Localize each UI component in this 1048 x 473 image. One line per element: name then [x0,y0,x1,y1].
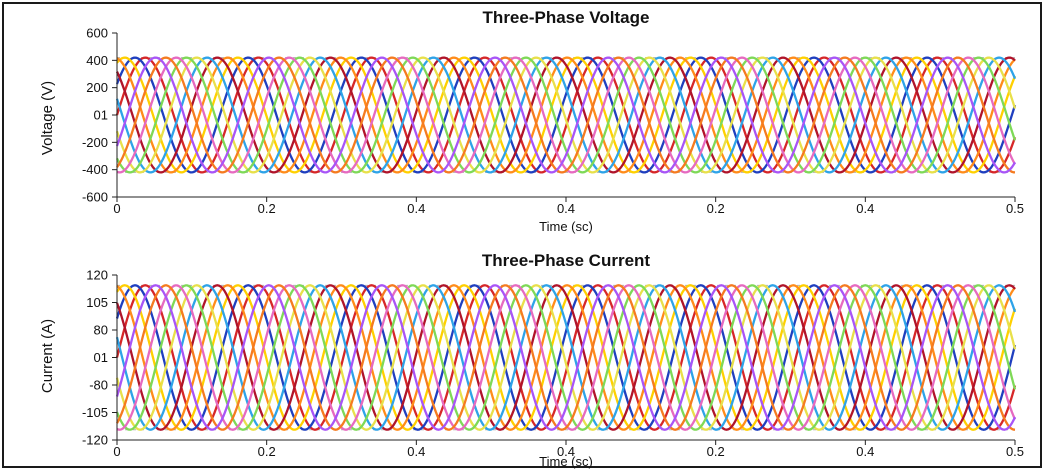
x-axis-label: Time (sc) [539,219,593,234]
series-line-3 [116,284,1017,431]
chart-title: Three-Phase Current [482,251,650,270]
x-tick-label: 0 [113,201,120,216]
y-axis-label: Voltage (V) [39,81,56,155]
series-line-9 [116,56,1016,174]
x-tick-label: 0.4 [557,444,575,459]
current-axes: 120 105 80 01 -80 -105 -120 0 0.2 0.4 0.4 0.2 0.4 0.5 [82,268,1024,460]
chart-frame [2,2,1042,468]
x-tick-label: 0.2 [258,201,276,216]
series-line-9 [116,284,1017,431]
y-tick-label: 01 [94,350,108,365]
series-line-8 [115,284,1017,431]
x-tick-label: 0.4 [856,444,874,459]
y-tick-label: 600 [86,26,108,41]
x-tick-label: 0.2 [707,444,725,459]
series-line-4 [116,284,1016,431]
y-tick-label: -400 [82,162,108,177]
series-line-10 [115,284,1016,431]
y-tick-label: -105 [82,405,108,420]
x-tick-label: 0.4 [856,201,874,216]
chart-title: Three-Phase Voltage [483,8,650,27]
x-tick-label: 0.4 [407,444,425,459]
x-tick-label: 0 [113,444,120,459]
y-tick-label: 400 [86,53,108,68]
voltage-series-group [115,56,1017,174]
y-tick-label: -120 [82,433,108,448]
voltage-axes: 600 400 200 01 -200 -400 -600 0 0.2 0.4 0.4 0.2 0.4 0… [82,26,1024,217]
current-panel: Three-Phase Current Time (sc) Current (A… [39,251,1024,469]
y-tick-label: -600 [82,190,108,205]
y-tick-label: 200 [86,80,108,95]
x-tick-label: 0.2 [258,444,276,459]
voltage-panel: Three-Phase Voltage Time (sc) Voltage (V… [39,8,1024,234]
x-tick-label: 0.4 [557,201,575,216]
y-tick-label: 80 [94,323,108,338]
series-line-4 [116,56,1016,174]
current-series-group [115,284,1017,431]
y-axis-label: Current (A) [39,319,56,393]
y-tick-label: 120 [86,268,108,283]
y-tick-label: -80 [89,378,108,393]
x-axis-label: Time (sc) [539,454,593,469]
series-line-11 [115,56,1016,174]
x-tick-label: 0.5 [1006,201,1024,216]
x-tick-label: 0.5 [1006,444,1024,459]
series-line-10 [116,56,1016,174]
y-tick-label: 105 [86,295,108,310]
y-tick-label: -200 [82,135,108,150]
x-tick-label: 0.4 [407,201,425,216]
y-tick-label: 01 [94,108,108,123]
series-line-3 [116,56,1017,174]
series-line-11 [115,284,1017,431]
series-line-8 [115,56,1017,174]
x-tick-label: 0.2 [707,201,725,216]
